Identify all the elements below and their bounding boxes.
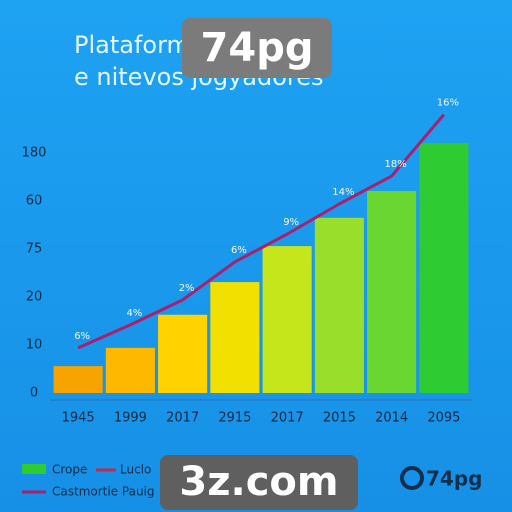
- bar: [419, 142, 469, 393]
- annotation: 4%: [126, 308, 142, 319]
- x-tick-label: 2017: [166, 411, 199, 426]
- y-tick-label: 180: [22, 146, 47, 161]
- plot: 0 10 20 75 60 180 1945 1999 2017 2915 2017 2015 2014…: [22, 98, 469, 426]
- annotation: 14%: [332, 187, 354, 198]
- logo: 74pg: [426, 467, 482, 491]
- legend-label: Crope: [52, 463, 87, 477]
- legend-label: Castmortie Pauig: [52, 485, 155, 499]
- y-tick-label: 10: [26, 338, 43, 353]
- watermark: 74pg: [201, 25, 314, 71]
- line: [77, 113, 446, 350]
- x-tick-label: 1945: [62, 411, 95, 426]
- bar: [158, 314, 208, 393]
- x-tick-label: 2014: [375, 411, 408, 426]
- y-tick-label: 75: [26, 242, 43, 257]
- annotation: 9%: [283, 217, 299, 228]
- overlays: 74pg 3z.com 74pg: [160, 18, 482, 510]
- bar: [210, 282, 260, 393]
- annotation: 18%: [385, 159, 407, 170]
- watermark: 3z.com: [179, 459, 338, 505]
- logo-icon: [400, 466, 424, 490]
- x-tick-label: 2095: [427, 411, 460, 426]
- x-tick-label: 1999: [114, 411, 147, 426]
- bar: [262, 246, 312, 393]
- y-tick-label: 60: [26, 194, 43, 209]
- legend: Crope Luclo Castmortie Pauig: [22, 463, 155, 499]
- annotation: 6%: [74, 331, 90, 342]
- bar: [105, 347, 155, 393]
- x-tick-label: 2915: [218, 411, 251, 426]
- annotation: 6%: [231, 245, 247, 256]
- bar: [367, 190, 417, 393]
- x-tick-label: 2015: [323, 411, 356, 426]
- annotation: 16%: [437, 98, 459, 109]
- watermark-box: [182, 18, 332, 78]
- bar: [53, 366, 103, 393]
- y-tick-label: 0: [30, 386, 38, 401]
- bar: [314, 217, 364, 393]
- annotation: 2%: [179, 283, 195, 294]
- x-tick-label: 2017: [271, 411, 304, 426]
- legend-swatch: [22, 464, 46, 474]
- y-tick-label: 20: [26, 290, 43, 305]
- watermark-box: [160, 455, 358, 510]
- legend-label: Luclo: [120, 463, 151, 477]
